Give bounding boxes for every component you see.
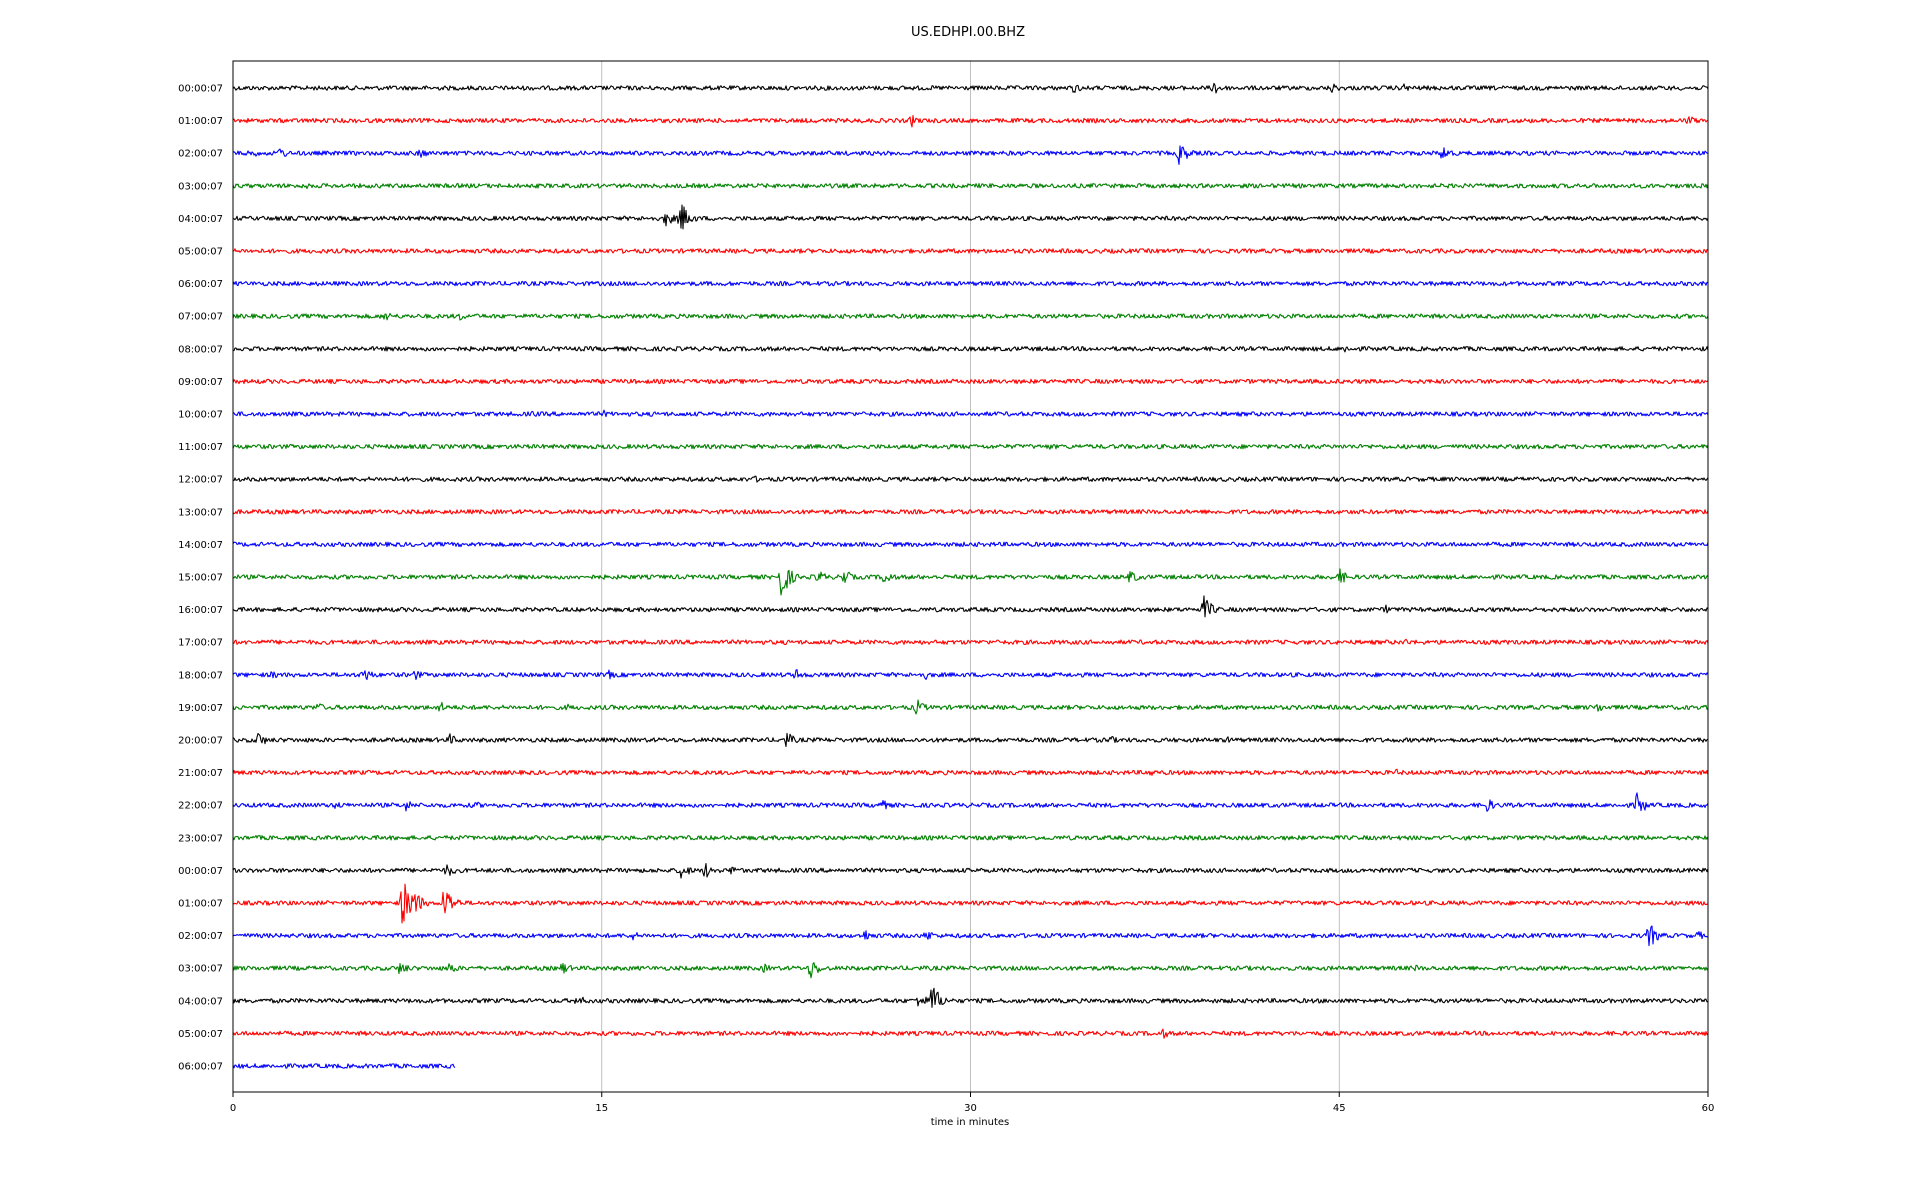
row-label-8: 08:00:07 <box>178 344 223 355</box>
trace-row-17 <box>232 638 1709 645</box>
trace-row-10 <box>232 409 1709 418</box>
row-label-13: 13:00:07 <box>178 507 223 518</box>
trace-row-27 <box>232 962 1709 979</box>
row-label-18: 18:00:07 <box>178 670 223 681</box>
chart-title: US.EDHPI.00.BHZ <box>911 25 1025 40</box>
row-label-20: 20:00:07 <box>178 736 223 747</box>
row-label-29: 05:00:07 <box>178 1029 223 1040</box>
row-label-16: 16:00:07 <box>178 605 223 616</box>
trace-row-2 <box>232 145 1709 165</box>
row-label-19: 19:00:07 <box>178 703 223 714</box>
x-tick-label-60: 60 <box>1702 1103 1715 1114</box>
row-label-27: 03:00:07 <box>178 964 223 975</box>
trace-row-6 <box>232 280 1709 287</box>
trace-row-16 <box>232 595 1709 618</box>
trace-row-1 <box>232 115 1708 128</box>
row-label-15: 15:00:07 <box>178 573 223 584</box>
trace-row-24 <box>232 862 1709 879</box>
row-label-12: 12:00:07 <box>178 475 223 486</box>
trace-row-20 <box>232 732 1709 748</box>
trace-row-21 <box>232 768 1709 776</box>
trace-row-0 <box>232 82 1709 94</box>
trace-row-22 <box>232 792 1709 812</box>
trace-row-14 <box>232 541 1709 548</box>
trace-row-19 <box>232 699 1709 715</box>
x-tick-label-0: 0 <box>230 1103 236 1114</box>
row-label-3: 03:00:07 <box>178 181 223 192</box>
trace-group <box>232 82 1709 1069</box>
row-label-5: 05:00:07 <box>178 247 223 258</box>
x-axis-label: time in minutes <box>931 1117 1010 1128</box>
row-label-24: 00:00:07 <box>178 866 223 877</box>
row-label-4: 04:00:07 <box>178 214 223 225</box>
trace-row-3 <box>232 183 1709 190</box>
row-label-22: 22:00:07 <box>178 801 223 812</box>
row-label-1: 01:00:07 <box>178 116 223 127</box>
trace-row-12 <box>233 475 1709 483</box>
trace-row-18 <box>232 669 1709 681</box>
trace-row-8 <box>232 346 1709 353</box>
x-tick-label-45: 45 <box>1333 1103 1346 1114</box>
row-label-23: 23:00:07 <box>178 833 223 844</box>
row-label-28: 04:00:07 <box>178 996 223 1007</box>
row-label-26: 02:00:07 <box>178 931 223 942</box>
row-label-21: 21:00:07 <box>178 768 223 779</box>
trace-row-28 <box>232 987 1709 1008</box>
trace-row-25 <box>232 883 1709 924</box>
trace-row-9 <box>232 378 1709 385</box>
trace-row-23 <box>232 835 1709 841</box>
row-label-11: 11:00:07 <box>178 442 223 453</box>
row-label-7: 07:00:07 <box>178 312 223 323</box>
row-label-9: 09:00:07 <box>178 377 223 388</box>
row-label-6: 06:00:07 <box>178 279 223 290</box>
row-label-10: 10:00:07 <box>178 410 223 421</box>
trace-row-7 <box>232 312 1709 321</box>
trace-row-29 <box>232 1028 1709 1039</box>
trace-row-30 <box>232 1063 456 1069</box>
x-tick-group: 0 15 30 45 60 <box>230 1092 1715 1114</box>
row-label-17: 17:00:07 <box>178 638 223 649</box>
trace-row-5 <box>232 248 1709 254</box>
x-tick-label-15: 15 <box>595 1103 608 1114</box>
row-label-group: 00:00:07 01:00:07 02:00:07 03:00:07 04:00:07… <box>178 84 223 1073</box>
row-label-0: 00:00:07 <box>178 84 223 95</box>
trace-row-26 <box>232 925 1709 947</box>
trace-row-13 <box>232 509 1709 515</box>
trace-row-11 <box>232 443 1709 450</box>
x-tick-label-30: 30 <box>964 1103 977 1114</box>
trace-row-15 <box>232 568 1709 596</box>
row-label-25: 01:00:07 <box>178 899 223 910</box>
row-label-14: 14:00:07 <box>178 540 223 551</box>
row-label-30: 06:00:07 <box>178 1062 223 1073</box>
trace-row-4 <box>232 204 1709 230</box>
row-label-2: 02:00:07 <box>178 149 223 160</box>
